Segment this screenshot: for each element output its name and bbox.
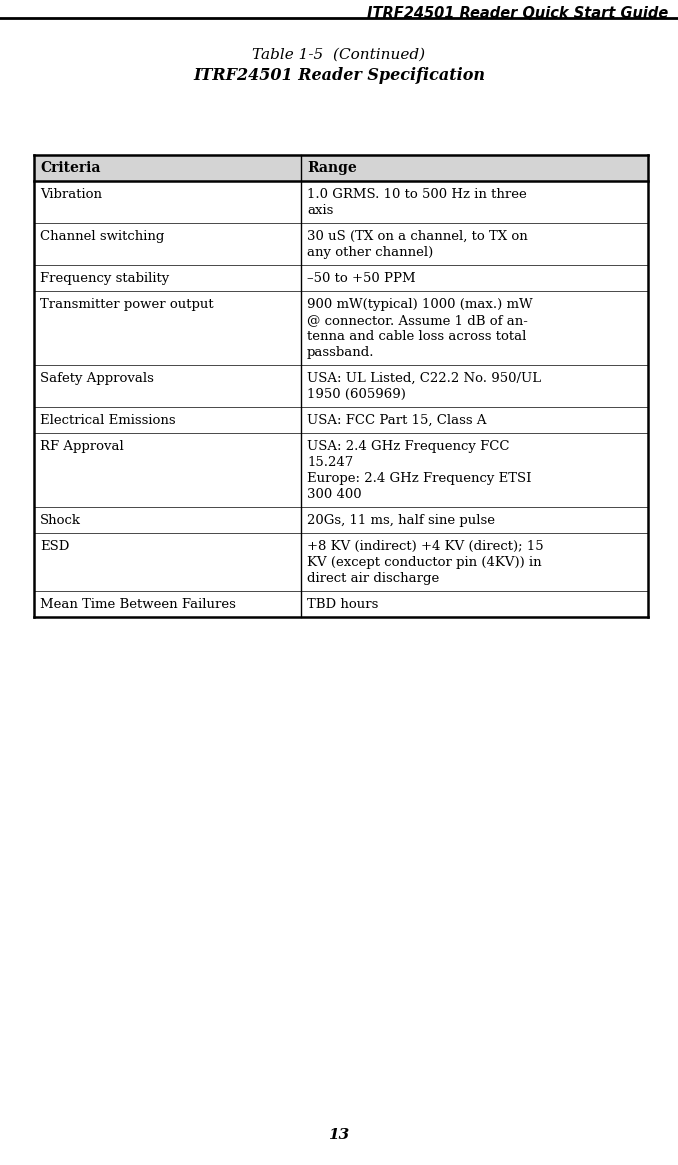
- Text: Channel switching: Channel switching: [40, 230, 164, 243]
- Text: RF Approval: RF Approval: [40, 440, 124, 453]
- Text: Electrical Emissions: Electrical Emissions: [40, 414, 176, 428]
- Bar: [34, 155, 648, 181]
- Text: TBD hours: TBD hours: [307, 598, 378, 610]
- Text: passband.: passband.: [307, 346, 374, 359]
- Text: Shock: Shock: [40, 514, 81, 527]
- Text: Criteria: Criteria: [40, 161, 100, 175]
- Text: @ connector. Assume 1 dB of an-: @ connector. Assume 1 dB of an-: [307, 315, 528, 327]
- Text: ITRF24501 Reader Specification: ITRF24501 Reader Specification: [193, 66, 485, 84]
- Text: USA: 2.4 GHz Frequency FCC: USA: 2.4 GHz Frequency FCC: [307, 440, 510, 453]
- Text: Range: Range: [307, 161, 357, 175]
- Text: –50 to +50 PPM: –50 to +50 PPM: [307, 271, 416, 285]
- Text: KV (except conductor pin (4KV)) in: KV (except conductor pin (4KV)) in: [307, 556, 542, 569]
- Text: 900 mW(typical) 1000 (max.) mW: 900 mW(typical) 1000 (max.) mW: [307, 298, 533, 311]
- Text: direct air discharge: direct air discharge: [307, 572, 439, 585]
- Text: 20Gs, 11 ms, half sine pulse: 20Gs, 11 ms, half sine pulse: [307, 514, 495, 527]
- Text: 1950 (605969): 1950 (605969): [307, 388, 406, 401]
- Text: Vibration: Vibration: [40, 188, 102, 202]
- Text: Table 1-5  (Continued): Table 1-5 (Continued): [252, 48, 426, 62]
- Text: Mean Time Between Failures: Mean Time Between Failures: [40, 598, 236, 610]
- Text: 1.0 GRMS. 10 to 500 Hz in three: 1.0 GRMS. 10 to 500 Hz in three: [307, 188, 527, 202]
- Text: axis: axis: [307, 204, 334, 217]
- Text: any other channel): any other channel): [307, 246, 433, 259]
- Text: 300 400: 300 400: [307, 488, 362, 501]
- Text: USA: FCC Part 15, Class A: USA: FCC Part 15, Class A: [307, 414, 487, 428]
- Text: ESD: ESD: [40, 541, 69, 553]
- Text: Frequency stability: Frequency stability: [40, 271, 170, 285]
- Text: 30 uS (TX on a channel, to TX on: 30 uS (TX on a channel, to TX on: [307, 230, 528, 243]
- Text: Europe: 2.4 GHz Frequency ETSI: Europe: 2.4 GHz Frequency ETSI: [307, 472, 532, 485]
- Text: Safety Approvals: Safety Approvals: [40, 372, 154, 384]
- Text: Transmitter power output: Transmitter power output: [40, 298, 214, 311]
- Text: +8 KV (indirect) +4 KV (direct); 15: +8 KV (indirect) +4 KV (direct); 15: [307, 541, 544, 553]
- Text: 13: 13: [328, 1128, 350, 1142]
- Text: USA: UL Listed, C22.2 No. 950/UL: USA: UL Listed, C22.2 No. 950/UL: [307, 372, 541, 384]
- Text: ITRF24501 Reader Quick Start Guide: ITRF24501 Reader Quick Start Guide: [367, 6, 668, 21]
- Text: tenna and cable loss across total: tenna and cable loss across total: [307, 330, 526, 343]
- Text: 15.247: 15.247: [307, 456, 353, 469]
